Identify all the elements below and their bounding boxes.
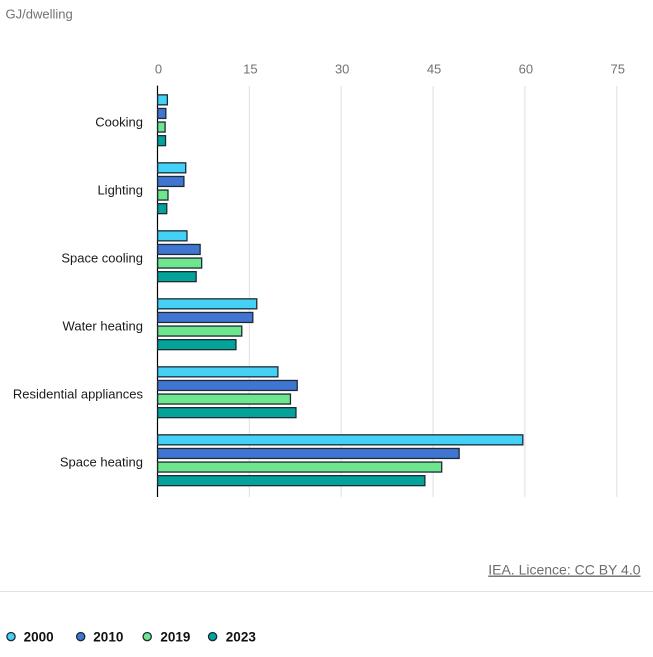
svg-text:75: 75 <box>611 62 625 77</box>
svg-text:2023: 2023 <box>226 630 257 645</box>
svg-text:Cooking: Cooking <box>95 115 143 130</box>
svg-text:Space cooling: Space cooling <box>61 251 143 266</box>
svg-text:Space heating: Space heating <box>60 455 143 470</box>
svg-text:Water heating: Water heating <box>63 319 143 334</box>
svg-text:2019: 2019 <box>160 630 190 645</box>
svg-text:2000: 2000 <box>24 630 54 645</box>
svg-text:IEA. Licence: CC BY 4.0: IEA. Licence: CC BY 4.0 <box>488 562 640 578</box>
svg-text:30: 30 <box>335 62 349 77</box>
svg-text:0: 0 <box>155 62 162 77</box>
svg-text:Residential appliances: Residential appliances <box>13 387 144 402</box>
svg-text:2010: 2010 <box>93 630 123 645</box>
svg-text:60: 60 <box>519 62 533 77</box>
svg-text:GJ/dwelling: GJ/dwelling <box>6 7 73 22</box>
svg-text:45: 45 <box>427 62 441 77</box>
svg-text:15: 15 <box>243 62 257 77</box>
svg-text:Lighting: Lighting <box>97 183 143 198</box>
